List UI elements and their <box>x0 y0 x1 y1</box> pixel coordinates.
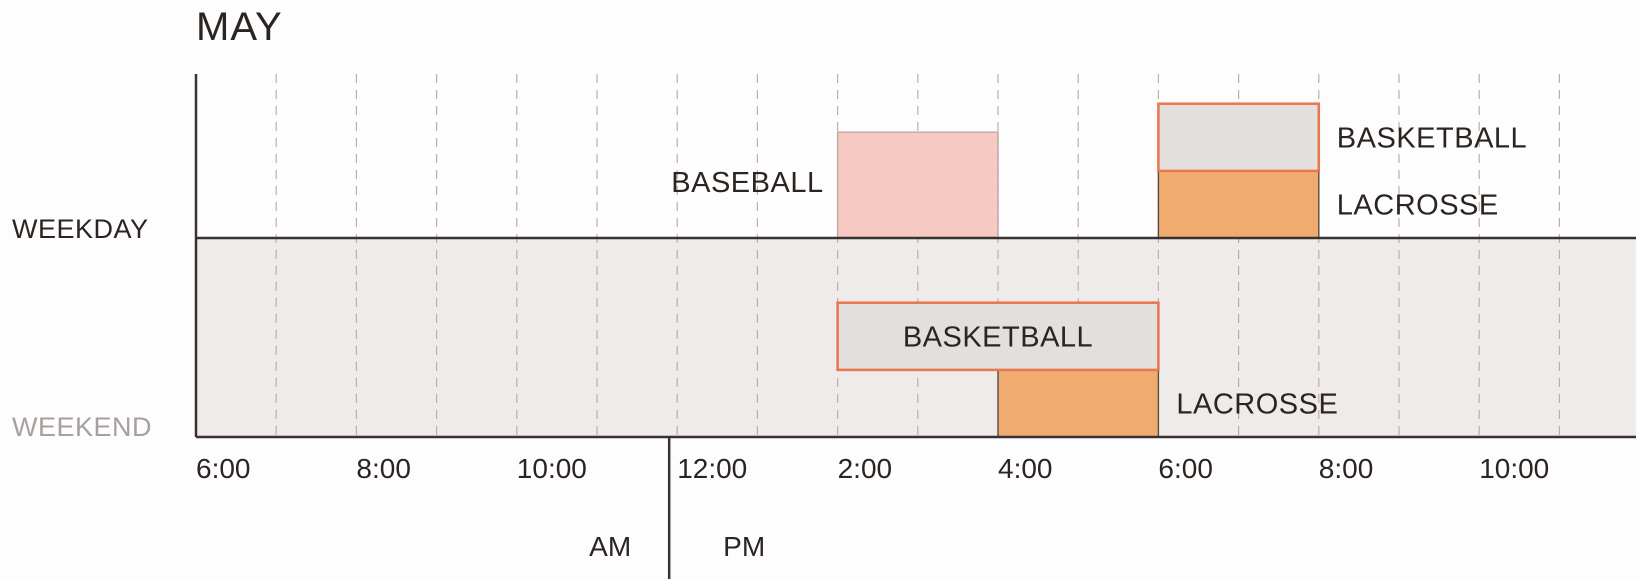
event-bar-weekday-basketball <box>1157 102 1321 173</box>
event-bars <box>836 102 1321 438</box>
event-bar-weekday-lacrosse <box>1157 170 1320 239</box>
x-tick-label: 6:00 <box>196 453 251 484</box>
am-label: AM <box>589 531 631 562</box>
row-label-weekday: WEEKDAY <box>12 214 149 244</box>
x-tick-label: 8:00 <box>1319 453 1374 484</box>
pm-label: PM <box>723 531 765 562</box>
x-tick-label: 8:00 <box>356 453 411 484</box>
gridlines <box>275 74 1561 437</box>
x-tick-label: 2:00 <box>838 453 893 484</box>
event-label-weekend-lacrosse: LACROSSE <box>1176 388 1338 420</box>
x-tick-label: 6:00 <box>1158 453 1213 484</box>
axes <box>194 74 1636 579</box>
event-label-weekday-lacrosse: LACROSSE <box>1337 189 1499 221</box>
event-bar-weekday-baseball <box>836 131 999 239</box>
row-label-weekend: WEEKEND <box>12 412 152 442</box>
event-label-weekend-basketball: BASKETBALL <box>903 321 1093 353</box>
x-tick-label: 10:00 <box>517 453 587 484</box>
labels: BASEBALL LACROSSE BASKETBALL LACROSSE BASKET… <box>12 122 1549 562</box>
x-tick-label: 4:00 <box>998 453 1053 484</box>
x-tick-label: 12:00 <box>677 453 747 484</box>
x-tick-label: 10:00 <box>1479 453 1549 484</box>
chart-title: MAY <box>196 5 283 49</box>
event-label-weekday-baseball: BASEBALL <box>671 167 823 199</box>
event-bar-weekend-basketball <box>836 301 1160 372</box>
event-label-weekday-basketball: BASKETBALL <box>1337 122 1527 154</box>
event-bar-weekend-lacrosse <box>997 369 1160 438</box>
